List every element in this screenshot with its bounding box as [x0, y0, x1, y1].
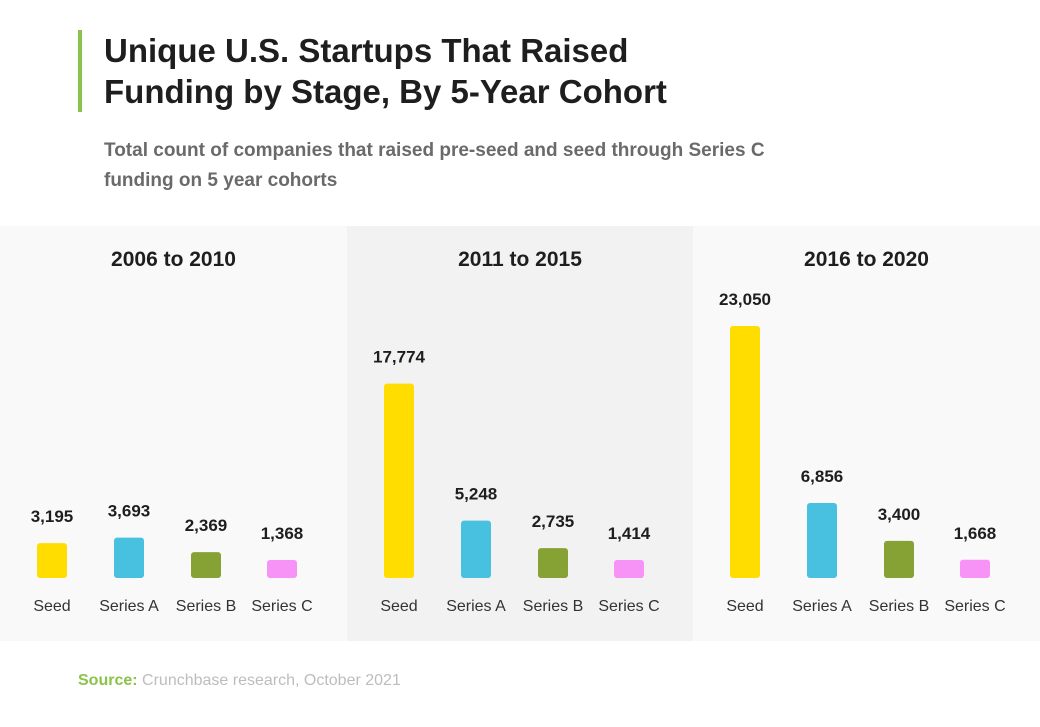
- source-label: Source:: [78, 672, 138, 689]
- category-label-series-c: Series C: [251, 598, 312, 615]
- category-label-series-b: Series B: [869, 598, 929, 615]
- value-label-series-c: 1,368: [261, 524, 304, 543]
- category-label-series-a: Series A: [99, 598, 159, 615]
- value-label-series-a: 6,856: [801, 467, 844, 486]
- panel-title: 2006 to 2010: [111, 248, 236, 271]
- category-label-series-a: Series A: [792, 598, 852, 615]
- bar-series-c: [614, 560, 644, 578]
- bar-seed: [384, 383, 414, 578]
- chart-subtitle: Total count of companies that raised pre…: [104, 140, 765, 191]
- panel-title: 2011 to 2015: [458, 248, 582, 271]
- category-label-series-b: Series B: [176, 598, 236, 615]
- bar-series-b: [191, 552, 221, 578]
- bar-series-c: [960, 559, 990, 578]
- panel-title: 2016 to 2020: [804, 248, 929, 271]
- bar-series-a: [807, 503, 837, 578]
- source-note: Source: Crunchbase research, October 202…: [78, 672, 401, 690]
- category-label-seed: Seed: [726, 598, 763, 615]
- value-label-series-a: 5,248: [455, 485, 498, 504]
- cohort-panel-2011-2015: 2011 to 2015 17,774 Seed 5,248 Series A 2,73…: [347, 226, 693, 641]
- value-label-seed: 3,195: [31, 507, 74, 526]
- category-label-seed: Seed: [380, 598, 417, 615]
- bar-seed: [37, 543, 67, 578]
- category-label-seed: Seed: [33, 598, 70, 615]
- bar-series-c: [267, 560, 297, 578]
- value-label-seed: 17,774: [373, 348, 426, 367]
- cohort-panels: 2006 to 2010 3,195 Seed 3,693 Series A 2,369…: [0, 226, 1040, 641]
- value-label-series-b: 2,369: [185, 516, 228, 535]
- bar-series-a: [461, 520, 491, 578]
- bar-chart: 23,050 Seed 6,856 Series A 3,400 Series B 1,66…: [719, 290, 1006, 615]
- cohort-panel-2016-2020: 2016 to 2020 23,050 Seed 6,856 Series A 3,40…: [693, 226, 1040, 641]
- category-label-series-b: Series B: [523, 598, 583, 615]
- bar-chart: 17,774 Seed 5,248 Series A 2,735 Series B 1,41…: [373, 348, 660, 615]
- value-label-series-c: 1,668: [954, 524, 997, 543]
- category-label-series-c: Series C: [944, 598, 1005, 615]
- bar-series-b: [884, 540, 914, 578]
- bar-series-a: [114, 537, 144, 578]
- category-label-series-c: Series C: [598, 598, 659, 615]
- value-label-series-a: 3,693: [108, 502, 151, 521]
- bar-series-b: [538, 548, 568, 578]
- source-text: Crunchbase research, October 2021: [142, 672, 401, 689]
- value-label-series-c: 1,414: [608, 524, 651, 543]
- value-label-series-b: 2,735: [532, 512, 575, 531]
- title-block: Unique U.S. Startups That Raised Funding…: [78, 30, 744, 112]
- cohort-panel-2006-2010: 2006 to 2010 3,195 Seed 3,693 Series A 2,369…: [0, 226, 347, 641]
- bar-seed: [730, 326, 760, 578]
- chart-title: Unique U.S. Startups That Raised Funding…: [104, 32, 667, 110]
- bar-chart: 3,195 Seed 3,693 Series A 2,369 Series B 1,368…: [31, 502, 313, 615]
- value-label-seed: 23,050: [719, 290, 771, 309]
- value-label-series-b: 3,400: [878, 505, 921, 524]
- category-label-series-a: Series A: [446, 598, 506, 615]
